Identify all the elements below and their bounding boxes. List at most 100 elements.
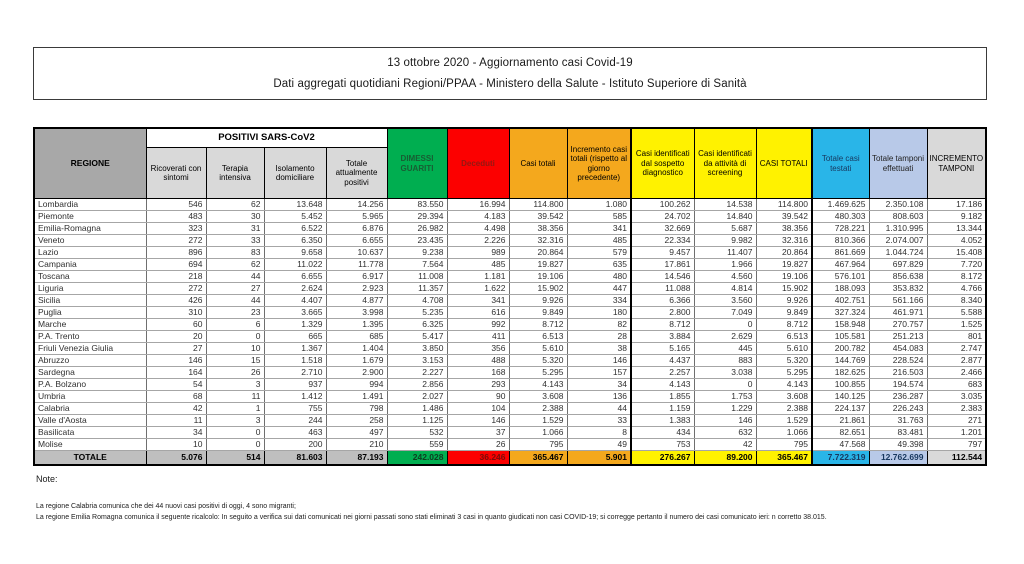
region-name: Umbria <box>33 390 147 403</box>
value-cell: 14.256 <box>325 198 388 211</box>
value-cell: 47.568 <box>811 438 870 451</box>
value-cell: 218 <box>145 270 207 283</box>
region-name: Valle d'Aosta <box>33 414 147 427</box>
region-name: P.A. Trento <box>33 330 147 343</box>
value-cell: 182.625 <box>811 366 870 379</box>
value-cell: 402.751 <box>811 294 870 307</box>
value-cell: 665 <box>263 330 327 343</box>
value-cell: 480 <box>566 270 632 283</box>
value-cell: 683 <box>926 378 987 391</box>
value-cell: 42 <box>693 438 757 451</box>
column-header-dimessi-guariti: DIMESSI GUARITI <box>386 127 448 199</box>
value-cell: 8.340 <box>926 294 987 307</box>
value-cell: 356 <box>446 342 510 355</box>
column-header-totale-casi-testati: Totale casi testati <box>811 127 870 199</box>
value-cell: 463 <box>263 426 327 439</box>
value-cell: 3 <box>205 378 265 391</box>
value-cell: 26.982 <box>386 222 448 235</box>
value-cell: 808.603 <box>868 210 928 223</box>
value-cell: 54 <box>145 378 207 391</box>
value-cell: 271 <box>926 414 987 427</box>
value-cell: 31 <box>205 222 265 235</box>
value-cell: 9.849 <box>755 306 813 319</box>
value-cell: 2.710 <box>263 366 327 379</box>
value-cell: 20 <box>145 330 207 343</box>
value-cell: 6.522 <box>263 222 327 235</box>
value-cell: 576.101 <box>811 270 870 283</box>
region-name: Lombardia <box>33 198 147 211</box>
region-name: Campania <box>33 258 147 271</box>
value-cell: 497 <box>325 426 388 439</box>
value-cell: 0 <box>693 378 757 391</box>
value-cell: 5.320 <box>508 354 568 367</box>
column-header-isolamento-domiciliare: Isolamento domiciliare <box>263 147 327 199</box>
value-cell: 3.560 <box>693 294 757 307</box>
value-cell: 797 <box>926 438 987 451</box>
table-row: Sicilia 426 44 4.407 4.877 4.708 341 9.926 334 6.… <box>33 294 987 307</box>
value-cell: 0 <box>205 330 265 343</box>
value-cell: 81.603 <box>263 450 327 466</box>
value-cell: 114.800 <box>755 198 813 211</box>
value-cell: 11.088 <box>630 282 695 295</box>
value-cell: 32.316 <box>508 234 568 247</box>
report-title: 13 ottobre 2020 - Aggiornamento casi Cov… <box>387 57 633 69</box>
value-cell: 32.316 <box>755 234 813 247</box>
region-name: Piemonte <box>33 210 147 223</box>
value-cell: 26 <box>446 438 510 451</box>
column-header-terapia-intensiva: Terapia intensiva <box>205 147 265 199</box>
table-row: Calabria 42 1 755 798 1.486 104 2.388 44 1.159 1.2… <box>33 402 987 415</box>
value-cell: 8.712 <box>508 318 568 331</box>
value-cell: 34 <box>566 378 632 391</box>
value-cell: 6.876 <box>325 222 388 235</box>
value-cell: 5.076 <box>145 450 207 466</box>
value-cell: 146 <box>566 354 632 367</box>
value-cell: 532 <box>386 426 448 439</box>
region-name: Molise <box>33 438 147 451</box>
value-cell: 19.106 <box>755 270 813 283</box>
value-cell: 514 <box>205 450 265 466</box>
value-cell: 105.581 <box>811 330 870 343</box>
value-cell: 68 <box>145 390 207 403</box>
value-cell: 28 <box>566 330 632 343</box>
value-cell: 1.329 <box>263 318 327 331</box>
value-cell: 6.513 <box>755 330 813 343</box>
value-cell: 224.137 <box>811 402 870 415</box>
value-cell: 4.143 <box>755 378 813 391</box>
value-cell: 2.877 <box>926 354 987 367</box>
value-cell: 4.877 <box>325 294 388 307</box>
value-cell: 6.655 <box>263 270 327 283</box>
value-cell: 3.153 <box>386 354 448 367</box>
value-cell: 1.080 <box>566 198 632 211</box>
value-cell: 3.035 <box>926 390 987 403</box>
value-cell: 3.998 <box>325 306 388 319</box>
region-name: Sardegna <box>33 366 147 379</box>
value-cell: 310 <box>145 306 207 319</box>
value-cell: 989 <box>446 246 510 259</box>
value-cell: 82.651 <box>811 426 870 439</box>
value-cell: 140.125 <box>811 390 870 403</box>
note-line-calabria: La regione Calabria comunica che dei 44 … <box>36 503 296 510</box>
value-cell: 561.166 <box>868 294 928 307</box>
value-cell: 5.588 <box>926 306 987 319</box>
value-cell: 49.398 <box>868 438 928 451</box>
value-cell: 697.829 <box>868 258 928 271</box>
column-header-regione: REGIONE <box>33 127 147 199</box>
value-cell: 559 <box>386 438 448 451</box>
value-cell: 1.855 <box>630 390 695 403</box>
value-cell: 454.083 <box>868 342 928 355</box>
value-cell: 4.143 <box>630 378 695 391</box>
covid-data-table: REGIONE POSITIVI SARS-CoV2 DIMESSI GUARI… <box>33 127 988 466</box>
value-cell: 200 <box>263 438 327 451</box>
value-cell: 100.855 <box>811 378 870 391</box>
value-cell: 4.143 <box>508 378 568 391</box>
value-cell: 635 <box>566 258 632 271</box>
value-cell: 1.469.625 <box>811 198 870 211</box>
value-cell: 11.357 <box>386 282 448 295</box>
value-cell: 14.546 <box>630 270 695 283</box>
value-cell: 411 <box>446 330 510 343</box>
value-cell: 546 <box>145 198 207 211</box>
value-cell: 1.404 <box>325 342 388 355</box>
value-cell: 27 <box>205 282 265 295</box>
value-cell: 1.066 <box>508 426 568 439</box>
value-cell: 2.466 <box>926 366 987 379</box>
